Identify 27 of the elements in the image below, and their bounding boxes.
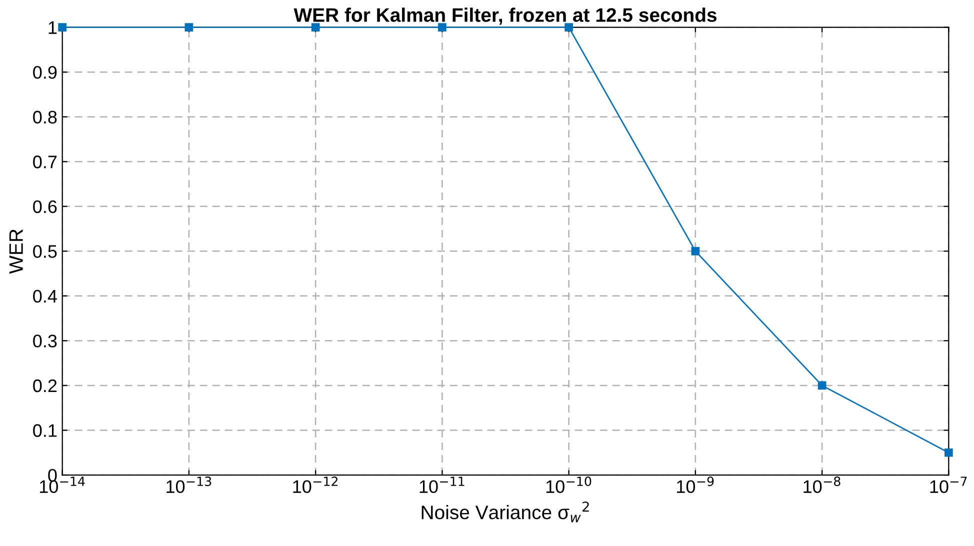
- y-tick-label: 0.6: [33, 200, 57, 214]
- point: [438, 23, 446, 32]
- y-tick-label: 0.3: [33, 334, 57, 348]
- y-axis-title: WER: [9, 229, 23, 274]
- point: [944, 448, 953, 457]
- x-axis-title: Noise Variance σ$_{w}$$^{2}$: [422, 502, 589, 522]
- x-tick-label: 10$^{−8}$: [804, 476, 840, 494]
- y-tick-label: 0.4: [33, 290, 57, 303]
- y-tick-label: 0.7: [33, 156, 57, 168]
- x-tick-label: 10$^{−13}$: [166, 476, 212, 494]
- x-tick-label: 10$^{−9}$: [677, 476, 714, 494]
- y-tick-label: 0.5: [33, 245, 57, 258]
- x-tick-label: 10$^{−11}$: [420, 476, 464, 494]
- point: [564, 23, 573, 32]
- y-tick-label: 0.8: [33, 110, 57, 124]
- x-tick-label: 10$^{−12}$: [293, 476, 338, 494]
- y-tick-label: 0.9: [33, 66, 57, 79]
- y-tick-label: 0.1: [33, 424, 57, 437]
- point: [818, 381, 826, 390]
- x-tick-label: 10$^{−7}$: [930, 476, 967, 494]
- y-tick-label: 1: [48, 21, 57, 34]
- y-tick-label: 0.2: [33, 379, 57, 392]
- chart-title: WER for Kalman Filter, frozen at 12.5 seconds: [294, 8, 717, 25]
- point: [311, 23, 320, 32]
- x-tick-label: 10$^{−10}$: [546, 476, 592, 494]
- point: [184, 23, 194, 32]
- point: [691, 246, 700, 256]
